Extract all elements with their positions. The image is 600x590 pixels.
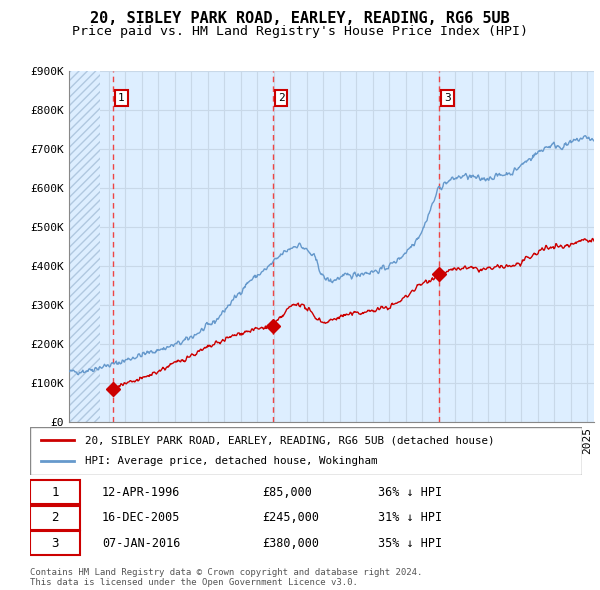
Text: Contains HM Land Registry data © Crown copyright and database right 2024.
This d: Contains HM Land Registry data © Crown c… xyxy=(30,568,422,587)
Text: 2: 2 xyxy=(51,511,59,525)
Text: Price paid vs. HM Land Registry's House Price Index (HPI): Price paid vs. HM Land Registry's House … xyxy=(72,25,528,38)
Text: 3: 3 xyxy=(51,537,59,550)
Bar xyxy=(69,71,100,422)
FancyBboxPatch shape xyxy=(30,506,80,530)
Text: 1: 1 xyxy=(51,486,59,499)
Text: 36% ↓ HPI: 36% ↓ HPI xyxy=(378,486,442,499)
Text: 1: 1 xyxy=(118,93,125,103)
Text: 35% ↓ HPI: 35% ↓ HPI xyxy=(378,537,442,550)
Text: £380,000: £380,000 xyxy=(262,537,319,550)
Text: 3: 3 xyxy=(444,93,451,103)
Text: 16-DEC-2005: 16-DEC-2005 xyxy=(102,511,180,525)
FancyBboxPatch shape xyxy=(30,531,80,555)
Text: 20, SIBLEY PARK ROAD, EARLEY, READING, RG6 5UB: 20, SIBLEY PARK ROAD, EARLEY, READING, R… xyxy=(90,11,510,25)
Text: 2: 2 xyxy=(278,93,284,103)
Text: HPI: Average price, detached house, Wokingham: HPI: Average price, detached house, Woki… xyxy=(85,457,378,467)
Text: 12-APR-1996: 12-APR-1996 xyxy=(102,486,180,499)
FancyBboxPatch shape xyxy=(30,480,80,504)
Text: 31% ↓ HPI: 31% ↓ HPI xyxy=(378,511,442,525)
Text: £245,000: £245,000 xyxy=(262,511,319,525)
Text: 20, SIBLEY PARK ROAD, EARLEY, READING, RG6 5UB (detached house): 20, SIBLEY PARK ROAD, EARLEY, READING, R… xyxy=(85,435,494,445)
Text: 07-JAN-2016: 07-JAN-2016 xyxy=(102,537,180,550)
Text: £85,000: £85,000 xyxy=(262,486,312,499)
